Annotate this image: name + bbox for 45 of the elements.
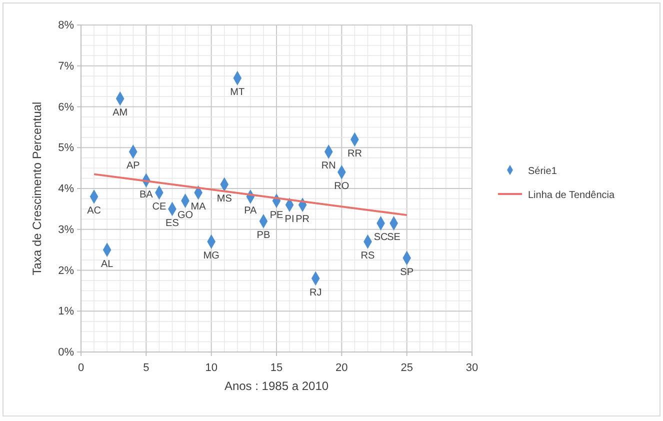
annotation: RS	[360, 250, 375, 262]
annotation: PI	[284, 214, 294, 225]
annotation: BA	[139, 189, 154, 200]
x-tick-label: 25	[400, 362, 413, 374]
annotation: SE	[387, 232, 401, 244]
annotation: GO	[177, 210, 194, 221]
y-tick-label: 4%	[58, 183, 74, 196]
y-tick-label: 1%	[58, 306, 74, 318]
x-tick-label: 10	[205, 362, 218, 374]
y-axis-title: Taxa de Crescimento Percentual	[30, 102, 44, 276]
annotation: AC	[87, 206, 101, 217]
y-tick-label: 5%	[58, 142, 74, 154]
annotation: ES	[166, 218, 180, 229]
y-tick-label: 0%	[58, 346, 74, 359]
x-axis-title: Anos : 1985 a 2010	[224, 379, 329, 393]
annotation: RR	[347, 148, 362, 160]
annotation: MA	[190, 202, 206, 213]
annotation: PR	[296, 214, 310, 225]
x-tick-label: 20	[336, 362, 348, 374]
annotation: AP	[126, 160, 140, 172]
legend-label: Série1	[528, 166, 558, 177]
y-tick-label: 6%	[58, 101, 74, 114]
y-tick-label: 8%	[58, 20, 74, 32]
annotation: SC	[374, 232, 388, 244]
annotation: AM	[112, 108, 128, 119]
annotation: AL	[100, 258, 114, 270]
annotation: MT	[230, 87, 245, 98]
y-tick-label: 2%	[58, 264, 74, 277]
y-tick-label: 3%	[58, 224, 74, 236]
annotation: MG	[203, 250, 220, 262]
annotation: PA	[244, 206, 258, 217]
x-tick-label: 30	[466, 362, 478, 374]
annotation: RJ	[309, 287, 322, 298]
annotation: MS	[216, 193, 232, 204]
x-tick-label: 15	[270, 362, 283, 374]
legend-label: Linha de Tendência	[528, 190, 615, 201]
annotation: SP	[400, 266, 414, 278]
annotation: CE	[152, 202, 166, 213]
y-tick-label: 7%	[58, 60, 74, 72]
annotation: RO	[334, 181, 350, 192]
annotation: PB	[256, 230, 270, 242]
x-tick-label: 0	[78, 362, 84, 374]
annotation: RN	[321, 160, 336, 172]
x-tick-label: 5	[143, 362, 150, 374]
annotation: PE	[270, 210, 284, 221]
